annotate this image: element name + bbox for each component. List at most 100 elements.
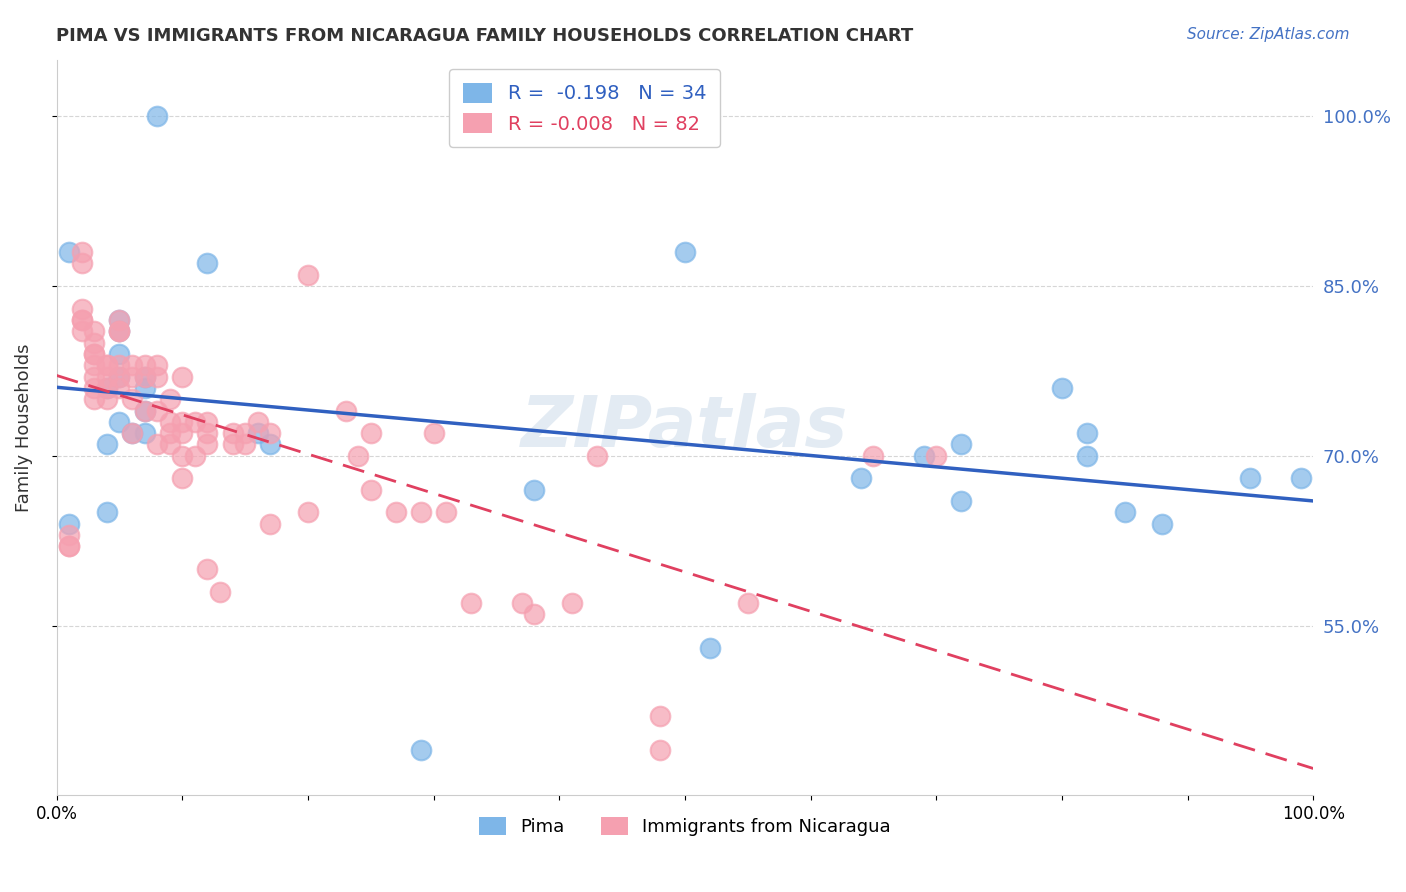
Point [510, 596, 533, 610]
Point [146, 358, 169, 372]
Point [197, 415, 219, 429]
Point [184, 415, 207, 429]
Legend: Pima, Immigrants from Nicaragua: Pima, Immigrants from Nicaragua [470, 808, 900, 846]
Point [233, 437, 256, 451]
Point [259, 437, 281, 451]
Point [409, 505, 432, 519]
Point [523, 607, 546, 622]
Point [409, 743, 432, 757]
Point [1289, 471, 1312, 485]
Point [70, 256, 93, 270]
Point [184, 449, 207, 463]
Point [146, 403, 169, 417]
Point [96, 505, 118, 519]
Point [1050, 381, 1073, 395]
Point [950, 494, 973, 508]
Point [108, 313, 131, 327]
Point [460, 596, 482, 610]
Point [108, 415, 131, 429]
Point [172, 471, 194, 485]
Text: ZIPatlas: ZIPatlas [522, 393, 849, 462]
Point [912, 449, 935, 463]
Point [172, 369, 194, 384]
Point [134, 403, 156, 417]
Point [159, 426, 181, 441]
Point [197, 562, 219, 576]
Point [360, 426, 382, 441]
Point [83, 369, 105, 384]
Point [134, 358, 156, 372]
Point [58, 528, 80, 542]
Point [197, 426, 219, 441]
Point [221, 426, 243, 441]
Point [297, 505, 319, 519]
Point [70, 313, 93, 327]
Point [246, 415, 269, 429]
Point [121, 369, 143, 384]
Point [233, 426, 256, 441]
Point [197, 437, 219, 451]
Point [96, 381, 118, 395]
Point [146, 369, 169, 384]
Point [108, 369, 131, 384]
Point [297, 268, 319, 282]
Point [172, 415, 194, 429]
Point [862, 449, 884, 463]
Point [70, 301, 93, 316]
Point [96, 358, 118, 372]
Point [58, 540, 80, 554]
Point [561, 596, 583, 610]
Point [347, 449, 370, 463]
Point [246, 426, 269, 441]
Point [121, 358, 143, 372]
Y-axis label: Family Households: Family Households [15, 343, 32, 512]
Point [737, 596, 759, 610]
Point [1076, 426, 1098, 441]
Point [58, 540, 80, 554]
Point [70, 324, 93, 338]
Point [950, 437, 973, 451]
Point [1076, 449, 1098, 463]
Point [699, 641, 721, 656]
Point [83, 324, 105, 338]
Point [108, 358, 131, 372]
Point [159, 437, 181, 451]
Point [434, 505, 457, 519]
Point [108, 324, 131, 338]
Point [673, 245, 696, 260]
Point [197, 256, 219, 270]
Point [83, 347, 105, 361]
Point [96, 369, 118, 384]
Point [208, 584, 231, 599]
Point [58, 516, 80, 531]
Point [121, 426, 143, 441]
Text: PIMA VS IMMIGRANTS FROM NICARAGUA FAMILY HOUSEHOLDS CORRELATION CHART: PIMA VS IMMIGRANTS FROM NICARAGUA FAMILY… [56, 27, 914, 45]
Point [648, 709, 671, 723]
Point [83, 381, 105, 395]
Point [108, 381, 131, 395]
Point [259, 426, 281, 441]
Point [146, 109, 169, 123]
Point [121, 392, 143, 407]
Point [221, 437, 243, 451]
Point [108, 313, 131, 327]
Point [108, 347, 131, 361]
Point [83, 347, 105, 361]
Point [159, 392, 181, 407]
Point [70, 245, 93, 260]
Point [96, 381, 118, 395]
Point [1114, 505, 1136, 519]
Point [335, 403, 357, 417]
Point [259, 516, 281, 531]
Point [172, 449, 194, 463]
Point [83, 335, 105, 350]
Point [70, 313, 93, 327]
Point [586, 449, 609, 463]
Point [134, 369, 156, 384]
Point [1239, 471, 1261, 485]
Point [134, 403, 156, 417]
Point [159, 415, 181, 429]
Point [385, 505, 408, 519]
Point [1152, 516, 1174, 531]
Point [134, 426, 156, 441]
